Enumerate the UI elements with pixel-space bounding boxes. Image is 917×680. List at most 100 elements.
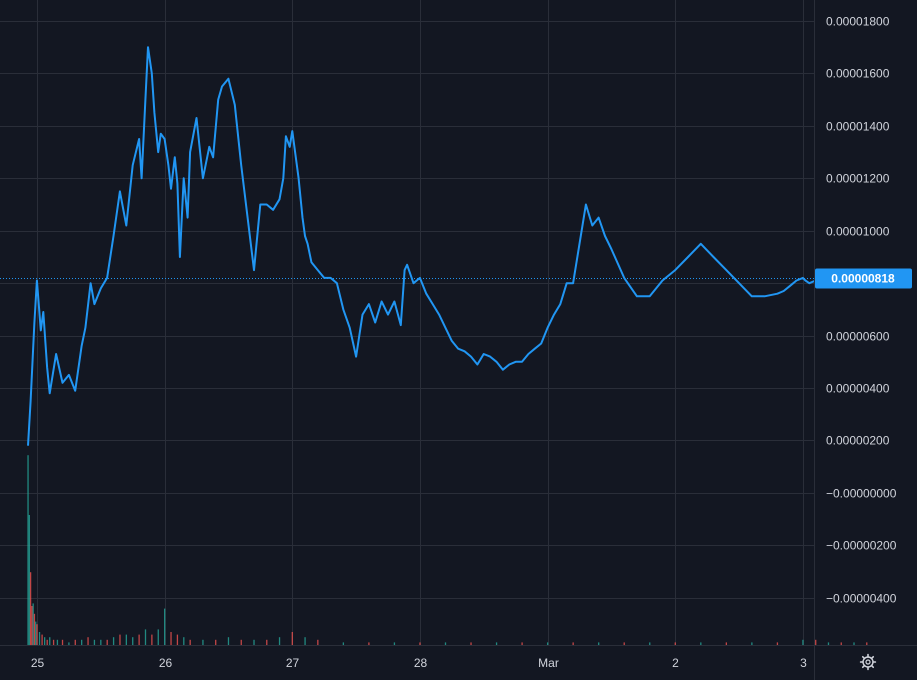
volume-bar (74, 639, 76, 645)
volume-bar (342, 642, 345, 645)
x-tick-label: 27 (286, 656, 300, 670)
volume-bar (751, 642, 753, 645)
volume-bar (291, 632, 293, 645)
y-tick-label: 0.00001400 (826, 120, 890, 134)
gear-tooth (870, 655, 875, 660)
volume-bar (61, 639, 64, 645)
volume-bar (28, 515, 30, 645)
volume-bar (368, 642, 370, 645)
gear-tooth (870, 664, 875, 669)
price-line-layer (27, 46, 871, 446)
volume-bar (776, 642, 779, 645)
volume-bar (253, 639, 255, 645)
volume-bar (32, 603, 34, 645)
volume-bar (112, 637, 115, 645)
volume-bar (215, 639, 217, 645)
volume-bar (163, 608, 166, 645)
volume-bar (43, 637, 46, 645)
x-tick-label: 26 (159, 656, 173, 670)
volume-bar (815, 639, 817, 645)
volume-bar (649, 642, 651, 645)
volume-bar (700, 642, 702, 645)
volume-bar (170, 632, 172, 645)
price-line (27, 46, 871, 446)
volume-bar (419, 642, 421, 645)
volume-bar (598, 642, 600, 645)
gear-icon[interactable] (859, 653, 877, 671)
x-tick-label: 25 (31, 656, 45, 670)
volume-bar (46, 639, 48, 645)
x-tick-label: 2 (672, 656, 679, 670)
volume-bar (278, 637, 281, 645)
volume-bar (393, 642, 396, 645)
volume-bar (202, 639, 204, 645)
last-price-badge (815, 268, 912, 289)
volume-bar (853, 642, 855, 645)
volume-bar (68, 642, 70, 645)
volume-bar (125, 634, 127, 645)
volume-bar (106, 639, 108, 645)
volume-bar (189, 639, 191, 645)
price-axis-labels[interactable]: 0.00001800 0.00001600 0.00001400 0.00001200… (826, 15, 897, 606)
volume-bar (827, 642, 830, 645)
volume-bar (29, 572, 32, 645)
volume-bar (266, 639, 268, 645)
volume-bar (81, 639, 83, 645)
gear-icon-teeth (859, 653, 877, 671)
y-tick-label: −0.00000200 (826, 539, 897, 553)
volume-bar (227, 637, 230, 645)
volume-bar (840, 642, 842, 645)
volume-bar (93, 639, 96, 645)
volume-bar (41, 634, 43, 645)
x-tick-label: Mar (538, 656, 559, 670)
volume-bar (183, 637, 185, 645)
volume-bar (572, 642, 574, 645)
y-tick-label: −0.00000000 (826, 487, 897, 501)
volume-bar (31, 606, 33, 645)
volume-bar (138, 634, 140, 645)
y-tick-label: 0.00001800 (826, 15, 890, 29)
time-axis-labels[interactable]: 25 26 27 28 Mar 2 3 (31, 656, 807, 670)
grid (0, 0, 814, 645)
y-tick-label: 0.00001200 (826, 172, 890, 186)
volume-bar (35, 621, 37, 645)
y-tick-label: −0.00000400 (826, 592, 897, 606)
y-tick-label: 0.00000200 (826, 434, 890, 448)
volume-bar (495, 642, 498, 645)
volume-bar (56, 639, 59, 645)
volume-bar (52, 639, 55, 645)
volume-bar (725, 642, 727, 645)
volume-bar (674, 642, 676, 645)
volume-bar (151, 634, 153, 645)
gear-tooth (861, 664, 866, 669)
volume-bar (132, 637, 134, 645)
volume-bar (304, 637, 306, 645)
volume-bar (546, 642, 549, 645)
volume-bar (470, 642, 472, 645)
volume-bar (144, 629, 147, 645)
volume-bar (87, 637, 89, 645)
volume-bar (521, 642, 523, 645)
x-tick-label: 28 (414, 656, 428, 670)
volume-bar (38, 632, 41, 645)
volume-bar (119, 634, 121, 645)
volume-bar (623, 642, 625, 645)
gear-icon-hub (865, 659, 871, 665)
volume-bars (27, 455, 868, 645)
y-tick-label: 0.00001000 (826, 225, 890, 239)
volume-bar (176, 634, 179, 645)
volume-bar (49, 637, 51, 645)
last-price-marker: 0.00000818 (0, 268, 912, 289)
volume-bar (36, 624, 38, 645)
volume-bar (866, 642, 868, 645)
gear-tooth (861, 655, 866, 660)
y-tick-label: 0.00001600 (826, 67, 890, 81)
volume-bar (100, 639, 102, 645)
volume-bar (33, 613, 36, 645)
y-tick-label: 0.00000400 (826, 382, 890, 396)
volume-bar (27, 455, 29, 645)
volume-bar (240, 639, 242, 645)
volume-bar (444, 642, 447, 645)
